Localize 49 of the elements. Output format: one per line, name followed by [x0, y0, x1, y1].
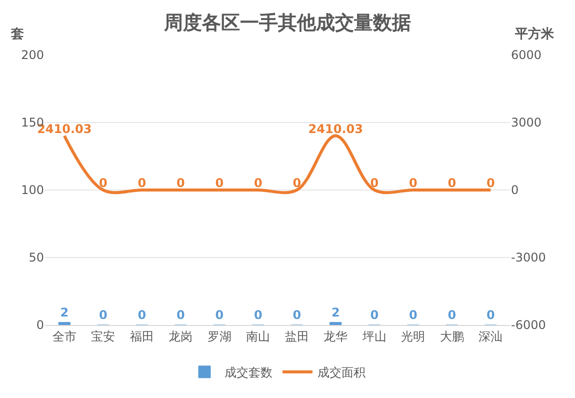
data-label: 0: [448, 308, 456, 322]
y2-tick-label: -6000: [511, 318, 546, 332]
y2-tick-label: -3000: [511, 250, 546, 265]
y2-tick-label: 3000: [511, 116, 542, 130]
x-tick-label: 全市: [52, 329, 76, 344]
data-label: 2: [331, 305, 340, 320]
data-label: 0: [408, 176, 418, 190]
x-tick-label: 深汕: [478, 329, 503, 344]
x-tick-label: 盐田: [284, 329, 309, 344]
data-label: 0: [408, 308, 418, 322]
legend-label: 成交套数: [224, 366, 272, 380]
x-tick-label: 大鹏: [440, 329, 464, 344]
y-tick-label: 200: [21, 48, 44, 62]
data-label: 0: [486, 308, 495, 322]
y-tick-label: 0: [36, 318, 44, 332]
data-label: 2410.03: [308, 122, 363, 136]
y-tick-label: 50: [28, 250, 44, 265]
data-label: 0: [138, 308, 146, 322]
data-label: 2: [60, 305, 69, 320]
data-label: 0: [292, 176, 302, 190]
data-label: 0: [370, 308, 379, 322]
x-tick-label: 光明: [401, 329, 426, 344]
data-label: 0: [176, 308, 185, 322]
x-tick-label: 坪山: [361, 329, 386, 344]
data-label: 0: [138, 176, 146, 190]
legend-label: 成交面积: [318, 366, 366, 380]
data-label: 0: [370, 176, 379, 190]
x-tick-label: 福田: [130, 329, 154, 344]
data-label: 0: [448, 176, 456, 190]
x-tick-label: 龙岗: [168, 329, 193, 344]
x-tick-label: 罗湖: [207, 329, 232, 344]
y2-axis-title: 平方米: [514, 26, 555, 42]
data-label: 0: [254, 176, 262, 190]
data-label: 0: [176, 176, 185, 190]
y2-tick-label: 6000: [511, 48, 542, 62]
x-tick-label: 龙华: [324, 329, 348, 344]
data-label: 0: [254, 308, 262, 322]
x-tick-label: 南山: [246, 329, 270, 344]
y-tick-label: 100: [21, 183, 44, 198]
y-axis-title: 套: [10, 27, 24, 42]
data-label: 0: [215, 308, 224, 322]
data-label: 0: [292, 308, 302, 322]
data-label: 0: [98, 308, 108, 322]
data-label: 0: [486, 176, 495, 190]
data-label: 0: [98, 176, 108, 190]
chart-title: 周度各区一手其他成交量数据: [163, 12, 411, 34]
x-tick-label: 宝安: [91, 329, 116, 344]
data-label: 0: [215, 176, 224, 190]
y2-tick-label: 0: [511, 183, 519, 198]
